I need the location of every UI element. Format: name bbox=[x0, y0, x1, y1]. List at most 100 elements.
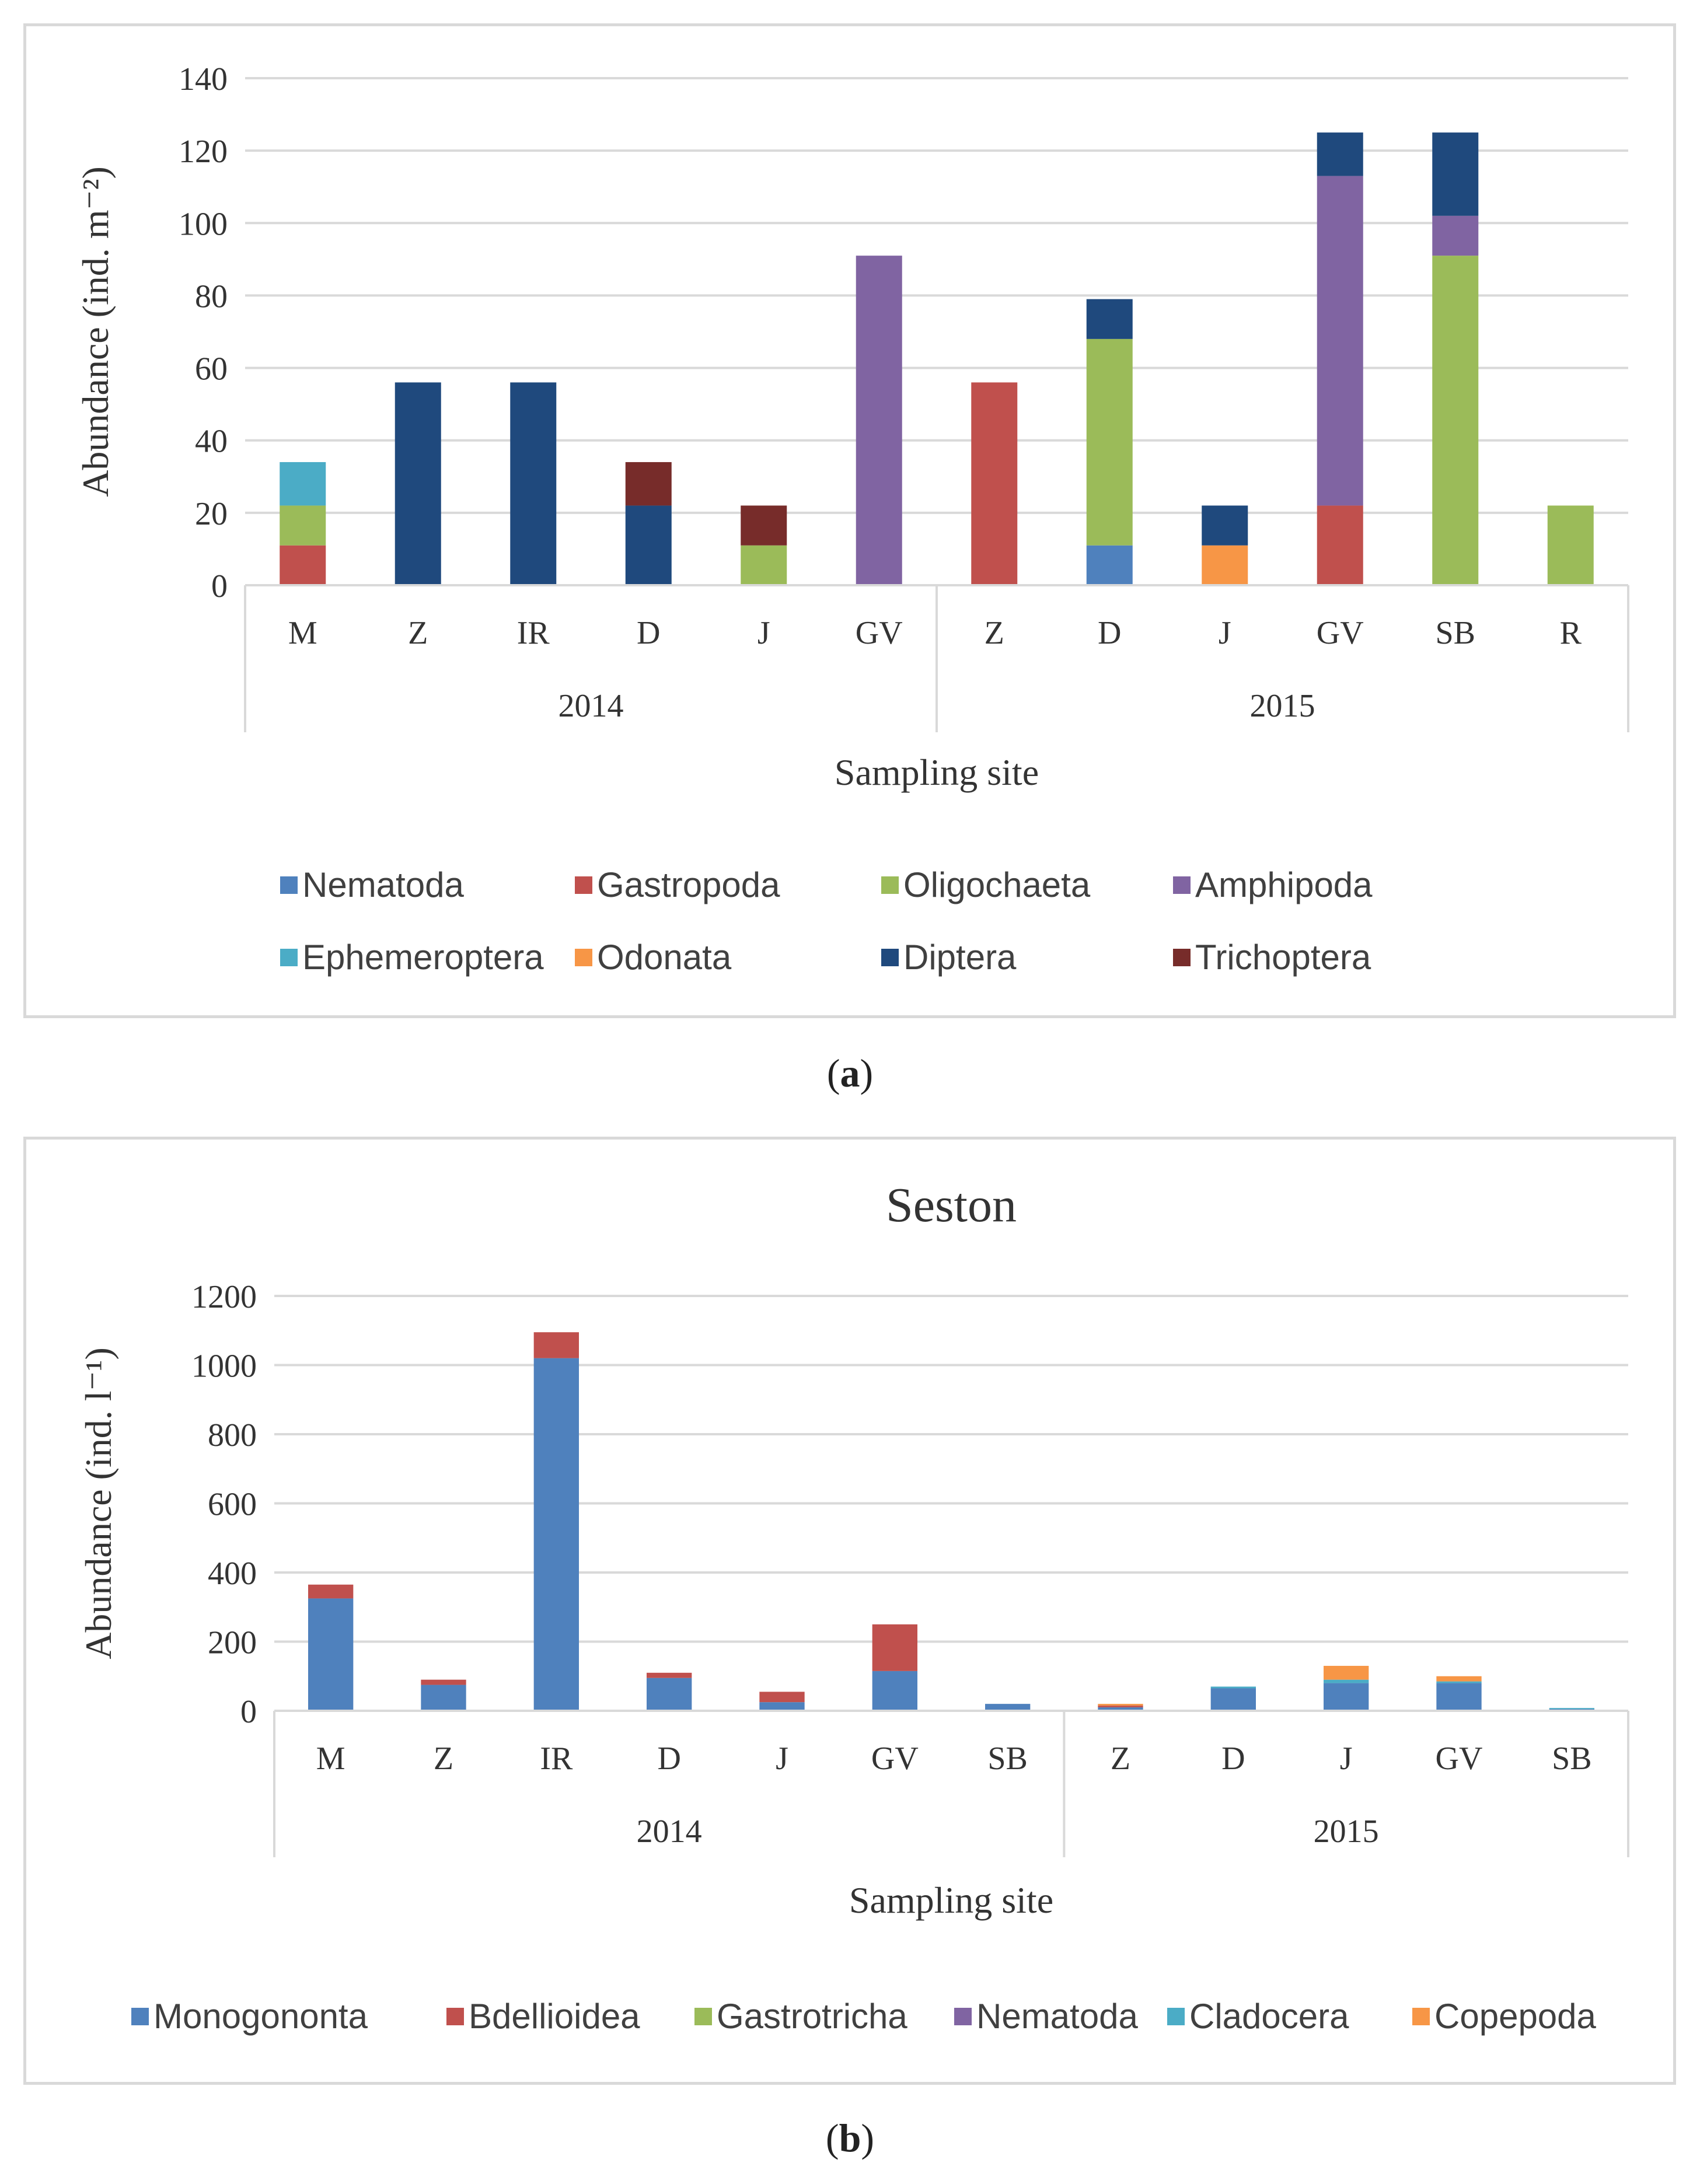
x-tick-label: IR bbox=[540, 1741, 573, 1777]
chart-b-svg: Seston 0 200 400 600 800 1000 1200 Abundance (in… bbox=[78, 1178, 1629, 1921]
legend-label: Ephemeroptera bbox=[302, 938, 544, 977]
bar-oligochaeta-sb bbox=[1432, 256, 1479, 585]
x-tick-label: SB bbox=[1552, 1741, 1592, 1777]
bar-copepoda-j bbox=[1324, 1665, 1369, 1680]
x-tick-label: R bbox=[1560, 615, 1582, 651]
legend-swatch bbox=[280, 948, 298, 966]
y-tick-label: 80 bbox=[195, 278, 228, 315]
bar-diptera-sb bbox=[1432, 132, 1479, 216]
bar-monogononta-j bbox=[759, 1702, 805, 1711]
chart-title: Seston bbox=[886, 1178, 1017, 1232]
bar-monogononta-gv bbox=[1436, 1683, 1482, 1711]
x-tick-label: J bbox=[1219, 615, 1231, 651]
caption-a: (a) bbox=[826, 1051, 874, 1095]
legend-swatch bbox=[1167, 2007, 1185, 2025]
y-tick-label: 600 bbox=[208, 1487, 257, 1523]
legend-item-amphipoda: Amphipoda bbox=[1173, 865, 1373, 905]
bar-monogononta-m bbox=[308, 1598, 354, 1711]
bar-diptera-d bbox=[625, 505, 672, 585]
group-label-2015: 2015 bbox=[1314, 1813, 1379, 1850]
bar-cladocera-d bbox=[1210, 1686, 1256, 1689]
bar-oligochaeta-j bbox=[741, 545, 787, 585]
legend-label: Monogononta bbox=[153, 1997, 368, 2036]
legend-label: Gastrotricha bbox=[717, 1997, 907, 2036]
bar-monogononta-j bbox=[1324, 1683, 1369, 1711]
legend-swatch bbox=[881, 948, 899, 966]
legend-label: Odonata bbox=[597, 938, 732, 977]
legend-label: Gastropoda bbox=[597, 865, 780, 904]
x-axis-label: Sampling site bbox=[835, 752, 1039, 793]
y-tick-label: 1000 bbox=[191, 1348, 257, 1385]
x-tick-label: GV bbox=[1317, 615, 1364, 651]
caption-b-letter: b bbox=[839, 2116, 861, 2160]
legend-item-oligochaeta: Oligochaeta bbox=[881, 865, 1090, 905]
legend-swatch bbox=[1173, 948, 1191, 966]
chart-a-svg: 0 20 40 60 80 100 120 140 Abundance (ind. m⁻²) M Z… bbox=[75, 61, 1629, 793]
bar-oligochaeta-m bbox=[280, 505, 326, 546]
legend-label: Bdellioidea bbox=[469, 1997, 640, 2036]
bar-monogononta-d bbox=[647, 1678, 692, 1711]
chart-panel-a: 0 20 40 60 80 100 120 140 Abundance (ind. m⁻²) M Z… bbox=[23, 23, 1676, 1018]
x-tick-label: D bbox=[1098, 615, 1121, 651]
x-tick-label: D bbox=[657, 1741, 680, 1777]
bar-trichoptera-d bbox=[625, 462, 672, 506]
bar-odonata-j bbox=[1202, 545, 1248, 585]
caption-b: (b) bbox=[825, 2116, 875, 2160]
x-tick-label: M bbox=[288, 615, 317, 651]
group-label-2014: 2014 bbox=[558, 688, 624, 724]
legend-swatch bbox=[131, 2007, 149, 2025]
bar-trichoptera-j bbox=[741, 505, 787, 546]
y-tick-label: 20 bbox=[195, 496, 228, 532]
legend-label: Nematoda bbox=[976, 1997, 1138, 2036]
bar-amphipoda-sb bbox=[1432, 215, 1479, 256]
bar-copepoda-z bbox=[1098, 1704, 1143, 1706]
legend-item-nematoda: Nematoda bbox=[954, 1996, 1138, 2036]
legend-swatch bbox=[1412, 2007, 1430, 2025]
bar-monogononta-sb bbox=[985, 1704, 1031, 1711]
bar-oligochaeta-r bbox=[1547, 505, 1594, 585]
y-tick-label: 800 bbox=[208, 1417, 257, 1453]
y-axis-label: Abundance (ind. m⁻²) bbox=[75, 166, 116, 497]
legend-item-gastrotricha: Gastrotricha bbox=[694, 1996, 907, 2036]
x-tick-label: Z bbox=[985, 615, 1004, 651]
legend-swatch bbox=[280, 876, 298, 894]
bar-bdellioidea-ir bbox=[533, 1332, 579, 1358]
bar-diptera-ir bbox=[510, 382, 557, 585]
legend-item-monogononta: Monogononta bbox=[131, 1996, 368, 2036]
bar-bdellioidea-m bbox=[308, 1584, 354, 1599]
x-tick-label: GV bbox=[871, 1741, 919, 1777]
y-tick-label: 400 bbox=[208, 1556, 257, 1592]
x-tick-label: Z bbox=[1111, 1741, 1130, 1777]
x-tick-label: IR bbox=[517, 615, 550, 651]
x-tick-label: J bbox=[758, 615, 770, 651]
legend-label: Amphipoda bbox=[1195, 865, 1373, 904]
y-axis-label: Abundance (ind. l⁻¹) bbox=[78, 1347, 119, 1659]
legend-label: Oligochaeta bbox=[903, 865, 1091, 904]
caption-a-letter: a bbox=[840, 1051, 860, 1095]
bar-bdellioidea-j bbox=[759, 1692, 805, 1703]
x-tick-label: GV bbox=[1436, 1741, 1483, 1777]
x-tick-label: SB bbox=[1436, 615, 1476, 651]
legend-label: Nematoda bbox=[302, 865, 464, 904]
x-axis-label: Sampling site bbox=[849, 1879, 1053, 1921]
x-tick-label: GV bbox=[856, 615, 903, 651]
legend-item-gastropoda: Gastropoda bbox=[575, 865, 780, 905]
chart-panel-b: Seston 0 200 400 600 800 1000 1200 Abundance (in… bbox=[23, 1137, 1676, 2085]
bar-monogononta-d bbox=[1210, 1688, 1256, 1711]
legend-swatch bbox=[446, 2007, 464, 2025]
y-tick-label: 0 bbox=[211, 568, 228, 604]
bar-diptera-j bbox=[1202, 505, 1248, 546]
bar-gastropoda-gv bbox=[1317, 505, 1363, 585]
legend-item-odonata: Odonata bbox=[575, 937, 731, 977]
y-tick-label: 1200 bbox=[191, 1279, 257, 1315]
bar-diptera-z bbox=[395, 382, 441, 585]
y-tick-label: 100 bbox=[179, 206, 228, 242]
legend-item-trichoptera: Trichoptera bbox=[1173, 937, 1371, 977]
x-tick-label: D bbox=[637, 615, 660, 651]
legend-item-ephemeroptera: Ephemeroptera bbox=[280, 937, 544, 977]
bar-monogononta-ir bbox=[533, 1358, 579, 1711]
legend-swatch bbox=[881, 876, 899, 894]
x-tick-label: SB bbox=[987, 1741, 1028, 1777]
legend-item-bdellioidea: Bdellioidea bbox=[446, 1996, 640, 2036]
bar-bdellioidea-z bbox=[421, 1679, 466, 1685]
